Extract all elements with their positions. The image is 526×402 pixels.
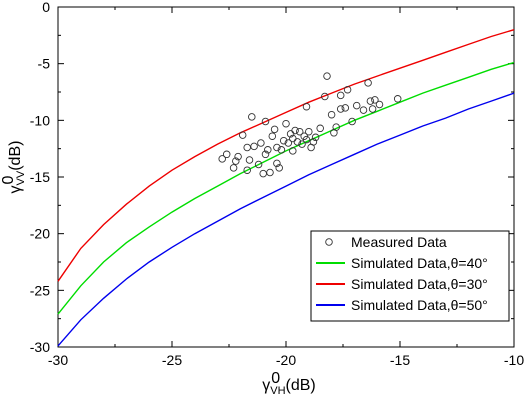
x-tick-label: -15 — [390, 352, 410, 368]
data-point — [275, 164, 283, 172]
data-point — [364, 79, 372, 87]
x-axis-title-text: γVH(dB) — [262, 377, 316, 397]
legend-marker — [325, 238, 333, 246]
data-point — [259, 169, 267, 178]
data-point — [359, 106, 368, 114]
data-point — [348, 117, 356, 126]
data-point — [298, 140, 306, 148]
data-point — [254, 160, 263, 169]
data-point — [250, 142, 258, 151]
x-axis-title-sup: 0 — [271, 370, 280, 387]
legend-label: Simulated Data,θ=30° — [351, 276, 488, 292]
data-point — [366, 97, 375, 105]
data-point — [266, 168, 274, 177]
data-point — [305, 127, 313, 136]
x-tick-label: -30 — [48, 352, 68, 368]
data-point — [264, 146, 272, 154]
series-line — [57, 92, 515, 347]
data-point — [293, 138, 302, 146]
y-tick-label: -5 — [38, 56, 51, 72]
data-point — [238, 131, 247, 139]
data-point — [295, 127, 304, 136]
series-lines — [57, 29, 515, 347]
data-point — [279, 136, 288, 145]
x-tick-label: -25 — [162, 352, 182, 368]
y-tick-label: 0 — [42, 0, 50, 15]
y-tick-label: -25 — [30, 282, 50, 298]
measured-points — [218, 72, 402, 178]
data-point — [352, 101, 361, 110]
y-axis-title: γVV(dB)0 — [0, 141, 27, 194]
data-point — [273, 159, 281, 168]
data-point — [327, 110, 336, 119]
data-point — [229, 164, 238, 172]
data-point — [332, 123, 340, 131]
data-point — [222, 150, 231, 159]
data-point — [291, 126, 299, 135]
data-point — [368, 105, 377, 113]
data-point — [309, 138, 318, 146]
data-point — [273, 143, 281, 152]
data-point — [289, 147, 297, 155]
data-point — [245, 156, 254, 164]
series-line — [57, 29, 515, 282]
series-line — [57, 61, 515, 315]
data-point — [284, 139, 293, 147]
data-point — [268, 132, 277, 140]
legend-label: Simulated Data,θ=40° — [351, 255, 488, 271]
legend: Measured Data Simulated Data,θ=40° Simulat… — [310, 230, 510, 322]
y-tick-label: -15 — [30, 169, 50, 185]
data-point — [270, 125, 279, 134]
data-point — [277, 146, 286, 154]
y-tick-label: -10 — [30, 112, 50, 128]
axis-ticks — [57, 6, 515, 348]
data-point — [257, 139, 265, 147]
data-point — [341, 104, 350, 112]
data-point — [248, 113, 256, 121]
data-point — [302, 135, 311, 144]
x-tick-label: -10 — [504, 352, 524, 368]
data-point — [218, 155, 226, 163]
data-point — [282, 119, 290, 128]
y-tick-label: -30 — [30, 339, 50, 355]
data-point — [336, 105, 345, 113]
data-point — [375, 100, 384, 109]
data-point — [321, 92, 329, 101]
data-point — [323, 72, 331, 80]
x-axis-title: γVH(dB)0 — [262, 370, 316, 397]
data-point — [371, 96, 379, 104]
data-point — [311, 133, 320, 142]
data-point — [302, 102, 311, 111]
data-point — [261, 117, 270, 126]
data-point — [243, 143, 251, 152]
data-point — [316, 124, 324, 133]
legend-label: Measured Data — [351, 234, 447, 250]
data-point — [243, 166, 251, 174]
data-point — [343, 85, 352, 94]
data-point — [234, 152, 242, 161]
y-axis-title-text: γVV(dB) — [7, 141, 27, 194]
legend-label: Simulated Data,θ=50° — [351, 297, 488, 313]
data-point — [393, 95, 402, 103]
data-point — [232, 157, 240, 165]
data-point — [261, 150, 270, 159]
y-tick-label: -20 — [30, 226, 50, 242]
data-point — [336, 91, 345, 100]
y-axis-title-sup: 0 — [0, 176, 17, 185]
x-tick-label: -20 — [276, 352, 296, 368]
tick-labels: -30 -25 -20 -15 -10 -30 -25 -20 -15 -10 -5 0 — [30, 0, 525, 368]
